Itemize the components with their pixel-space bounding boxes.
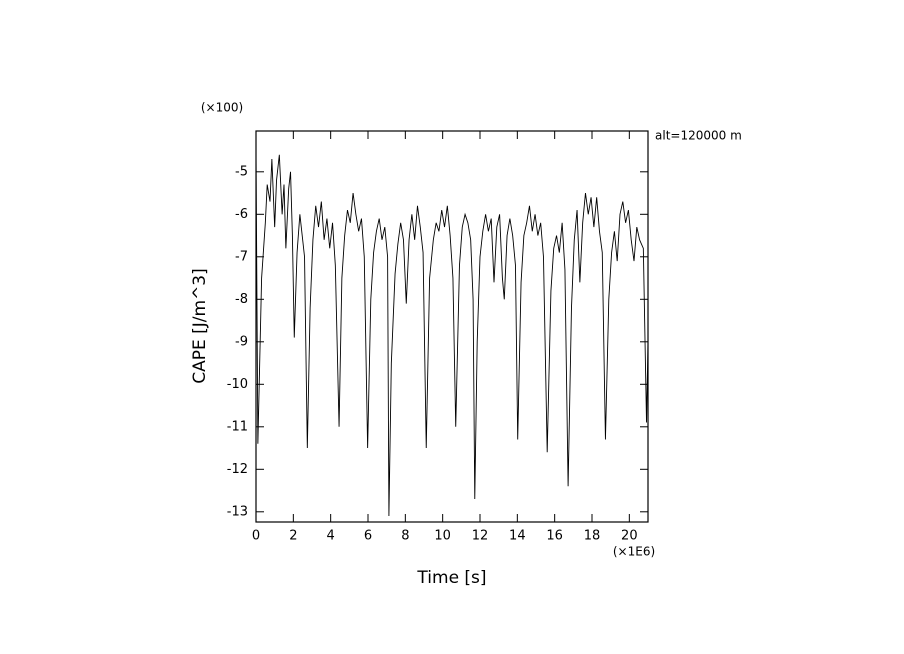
x-tick-label: 18	[584, 529, 601, 544]
y-axis-title: CAPE [J/m^3]	[190, 268, 210, 384]
x-tick-label: 4	[327, 529, 335, 544]
x-tick-label: 14	[509, 529, 526, 544]
y-tick-label: -13	[227, 504, 248, 519]
x-axis-title: Time [s]	[416, 568, 486, 588]
x-tick-label: 20	[621, 529, 638, 544]
y-tick-label: -8	[235, 292, 248, 307]
x-tick-label: 2	[289, 529, 297, 544]
y-tick-label: -6	[235, 207, 248, 222]
x-tick-label: 6	[364, 529, 372, 544]
y-tick-label: -12	[227, 462, 248, 477]
y-tick-label: -10	[227, 377, 248, 392]
x-multiplier: (×1E6)	[613, 545, 655, 559]
x-tick-label: 8	[401, 529, 409, 544]
plot-frame	[255, 130, 649, 523]
y-tick-label: -7	[235, 249, 248, 264]
x-tick-label: 0	[252, 529, 260, 544]
data-line	[255, 150, 649, 517]
y-tick-label: -9	[235, 334, 248, 349]
y-tick-label: -5	[235, 164, 248, 179]
annotation: alt=120000 m	[655, 129, 742, 143]
x-tick-label: 10	[434, 529, 451, 544]
x-tick-label: 12	[472, 529, 489, 544]
y-tick-label: -11	[227, 419, 248, 434]
y-multiplier: (×100)	[201, 101, 243, 115]
x-tick-label: 16	[546, 529, 563, 544]
